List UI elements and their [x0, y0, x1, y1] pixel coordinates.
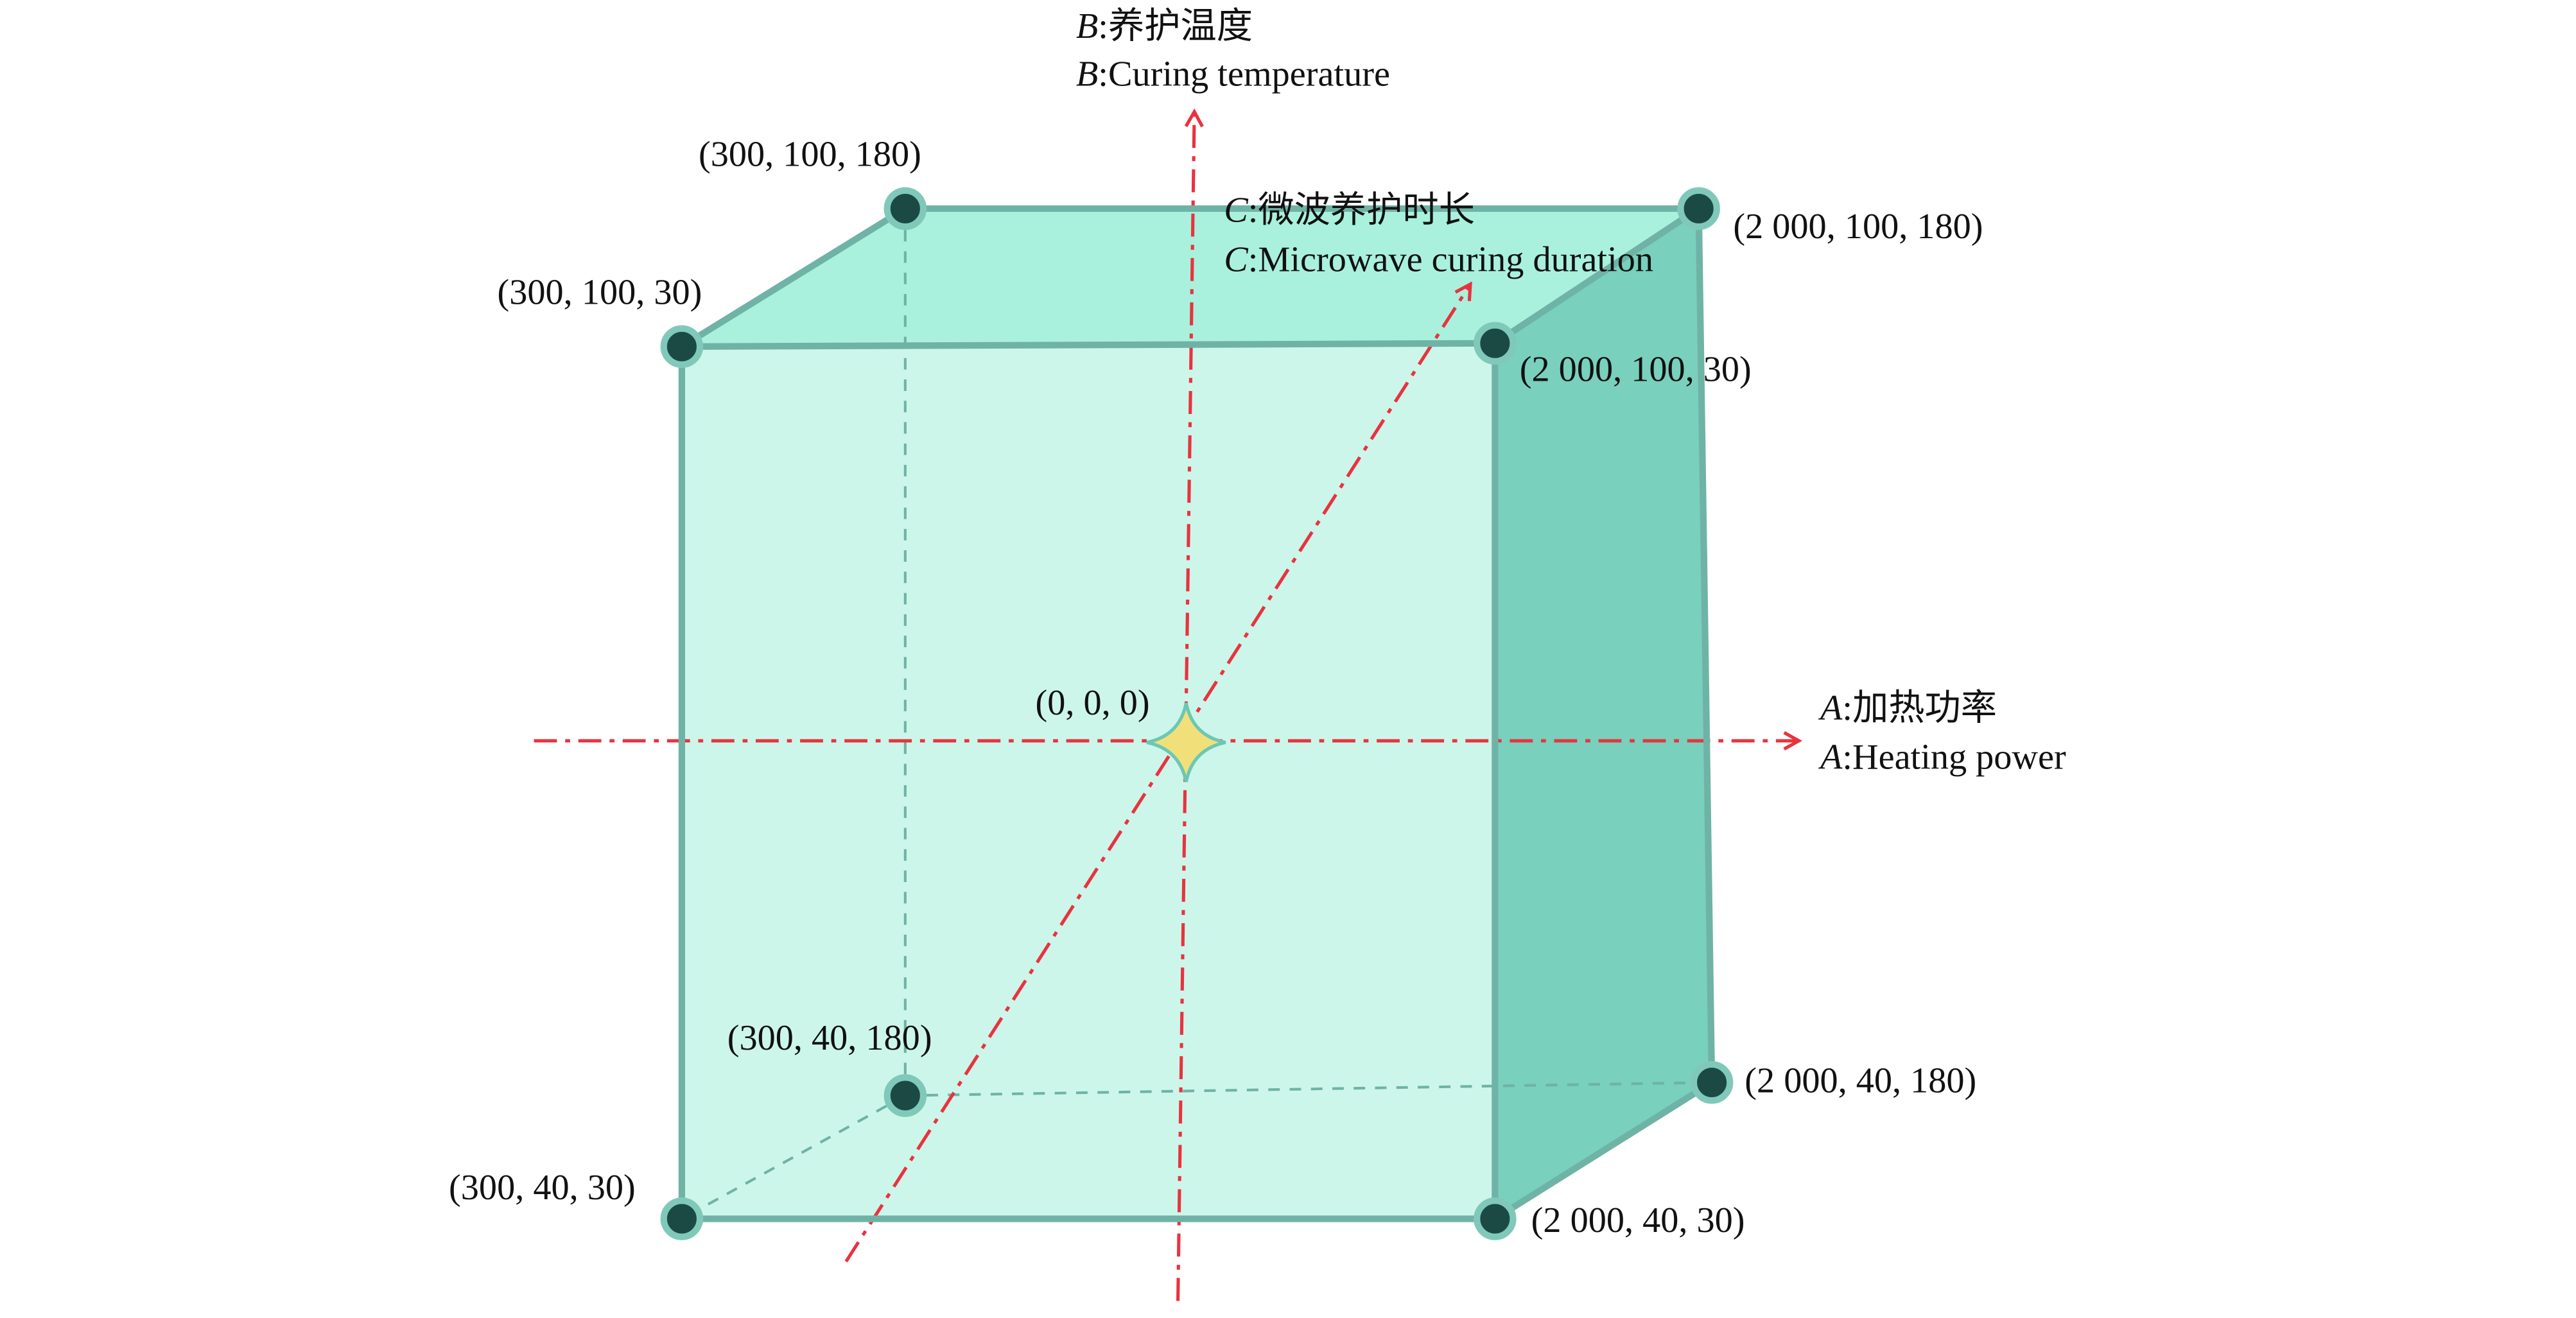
- vertex-label: (2 000, 40, 30): [1531, 1201, 1745, 1240]
- axis-var: B: [1076, 6, 1098, 46]
- vertex-label: (2 000, 40, 180): [1745, 1061, 1976, 1101]
- axis-b-label-zh: B:养护温度: [1076, 6, 1253, 46]
- vertex-label: (300, 40, 180): [727, 1018, 932, 1058]
- front-face: [681, 343, 1495, 1219]
- vertex-label: (300, 100, 180): [699, 135, 921, 175]
- top-edges: [680, 205, 1702, 350]
- axis-text: :养护温度: [1098, 6, 1253, 46]
- vertex: [1677, 187, 1720, 230]
- axis-a-label-zh: A:加热功率: [1818, 688, 1997, 728]
- axis-c-label-en: C:Microwave curing duration: [1224, 239, 1653, 279]
- axis-var: A: [1818, 738, 1843, 777]
- vertex: [660, 325, 704, 369]
- origin-label: (0, 0, 0): [1035, 683, 1149, 723]
- axis-b-label-en: B:Curing temperature: [1076, 54, 1390, 94]
- vertex-label: (300, 40, 30): [449, 1168, 636, 1208]
- vertex: [1690, 1061, 1734, 1104]
- axis-var: B: [1076, 54, 1098, 94]
- axis-text: :微波养护时长: [1248, 191, 1475, 230]
- axis-var: C: [1224, 239, 1249, 279]
- axis-text: :Microwave curing duration: [1248, 239, 1653, 279]
- vertex: [660, 1197, 704, 1240]
- axis-var: A: [1818, 688, 1843, 728]
- top-face: [681, 208, 1699, 347]
- vertex: [883, 1074, 927, 1117]
- vertex-label: (2 000, 100, 180): [1733, 207, 1983, 247]
- axis-text: :Heating power: [1842, 738, 2066, 777]
- vertex: [883, 187, 927, 230]
- axis-a-label-en: A:Heating power: [1818, 738, 2066, 777]
- axis-c: [844, 284, 1470, 1263]
- axis-text: :Curing temperature: [1098, 54, 1390, 94]
- hidden-edge: [905, 1081, 1712, 1097]
- right-face: [1495, 208, 1712, 1219]
- axis-text: :加热功率: [1842, 688, 1997, 728]
- vertex-label: (2 000, 100, 30): [1520, 350, 1752, 390]
- axis-var: C: [1224, 191, 1249, 230]
- vertex: [1474, 1197, 1517, 1240]
- vertex: [1474, 322, 1517, 365]
- axis-c-label-zh: C:微波养护时长: [1224, 191, 1475, 230]
- vertex-label: (300, 100, 30): [498, 272, 702, 312]
- origin-star: [1146, 702, 1226, 783]
